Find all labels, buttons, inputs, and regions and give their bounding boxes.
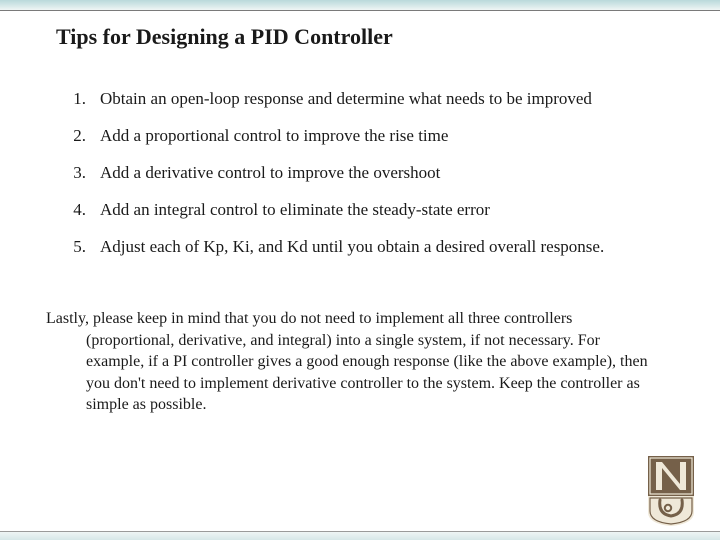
list-number: 5. (36, 236, 100, 259)
list-item: 5. Adjust each of Kp, Ki, and Kd until y… (36, 236, 680, 259)
list-number: 3. (56, 162, 100, 185)
closing-paragraph: Lastly, please keep in mind that you do … (46, 308, 650, 416)
list-number: 1. (56, 88, 100, 111)
slide: Tips for Designing a PID Controller 1. O… (0, 0, 720, 540)
list-number: 2. (56, 125, 100, 148)
bottom-decorative-band (0, 532, 720, 540)
numbered-list: 1. Obtain an open-loop response and dete… (56, 88, 680, 273)
list-text: Add a derivative control to improve the … (100, 162, 680, 185)
top-rule (0, 10, 720, 11)
list-item: 4. Add an integral control to eliminate … (56, 199, 680, 222)
top-decorative-band (0, 0, 720, 10)
list-text: Add an integral control to eliminate the… (100, 199, 680, 222)
list-item: 3. Add a derivative control to improve t… (56, 162, 680, 185)
list-number: 4. (56, 199, 100, 222)
university-logo-icon (644, 456, 698, 526)
slide-title: Tips for Designing a PID Controller (56, 24, 393, 50)
list-item: 2. Add a proportional control to improve… (56, 125, 680, 148)
list-item: 1. Obtain an open-loop response and dete… (56, 88, 680, 111)
list-text: Obtain an open-loop response and determi… (100, 88, 680, 111)
list-text: Add a proportional control to improve th… (100, 125, 680, 148)
list-text: Adjust each of Kp, Ki, and Kd until you … (100, 236, 680, 259)
